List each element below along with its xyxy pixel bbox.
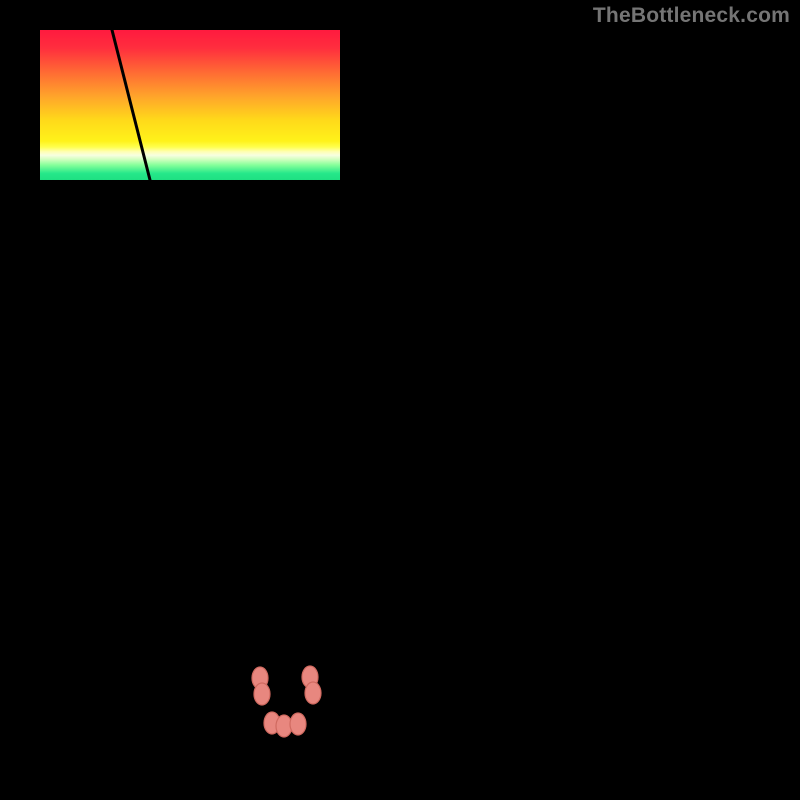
highlight-marker [305, 682, 321, 704]
highlight-markers [252, 666, 321, 737]
bottleneck-curve-right [300, 100, 773, 725]
highlight-marker [254, 683, 270, 705]
watermark-text: TheBottleneck.com [593, 4, 790, 28]
bottleneck-curve-left [112, 30, 272, 725]
stage: TheBottleneck.com [0, 0, 800, 800]
curve-layer [40, 30, 773, 765]
plot-area [40, 30, 773, 765]
highlight-marker [290, 713, 306, 735]
